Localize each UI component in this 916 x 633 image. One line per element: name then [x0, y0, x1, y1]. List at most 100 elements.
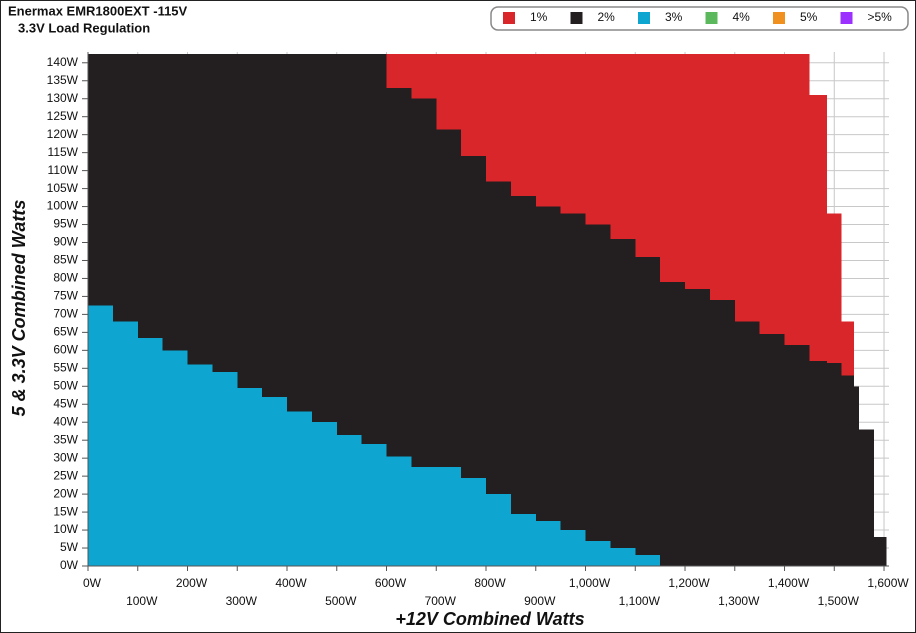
area-step — [510, 53, 536, 196]
legend-swatch — [503, 12, 515, 24]
area-step — [461, 53, 487, 157]
area-step — [841, 375, 855, 566]
area-step — [560, 213, 586, 531]
y-tick-label: 95W — [53, 217, 78, 231]
area-step — [635, 555, 661, 566]
legend-swatch — [773, 12, 785, 24]
area-step — [237, 53, 263, 389]
legend-label: 2% — [598, 10, 616, 24]
area-step — [585, 53, 611, 225]
y-tick-label: 110W — [48, 163, 79, 177]
area-step — [436, 53, 462, 130]
area-step — [212, 371, 238, 566]
area-step — [486, 53, 511, 182]
legend-box — [490, 6, 909, 31]
area-step — [262, 53, 288, 398]
y-tick-label: 135W — [47, 73, 79, 87]
area-step — [486, 494, 511, 566]
area-step — [854, 386, 860, 566]
area-step — [734, 321, 760, 566]
y-tick-label: 65W — [53, 325, 78, 339]
y-tick-label: 0W — [60, 558, 79, 572]
y-tick-label: 140W — [47, 55, 79, 69]
area-step — [436, 467, 462, 566]
chart-title: Enermax EMR1800EXT -115V — [8, 3, 188, 18]
y-axis-title: 5 & 3.3V Combined Watts — [9, 200, 29, 417]
area-step — [386, 456, 412, 566]
legend-label: >5% — [868, 10, 893, 24]
area-step — [461, 156, 487, 478]
area-step — [237, 388, 263, 566]
y-tick-label: 55W — [53, 360, 78, 374]
x-tick-label: 1,200W — [668, 576, 710, 590]
area-step — [311, 422, 337, 566]
area-step — [759, 53, 785, 335]
area-step — [112, 321, 138, 566]
x-axis-title: +12V Combined Watts — [395, 609, 584, 629]
x-tick-label: 1,400W — [768, 576, 810, 590]
area-step — [826, 213, 842, 363]
y-tick-label: 100W — [47, 199, 79, 213]
area-step — [874, 537, 887, 566]
area-step — [287, 53, 312, 412]
area-step — [585, 224, 611, 541]
y-tick-label: 75W — [53, 289, 78, 303]
area-step — [685, 53, 710, 290]
area-step — [660, 53, 686, 283]
area-step — [809, 95, 827, 362]
area-step — [411, 98, 437, 468]
area-step — [112, 53, 138, 322]
area-step — [660, 282, 686, 566]
y-tick-label: 120W — [47, 127, 79, 141]
area-step — [560, 530, 586, 566]
y-tick-label: 70W — [53, 307, 78, 321]
legend-label: 5% — [800, 10, 818, 24]
area-step — [336, 434, 362, 566]
area-step — [386, 87, 412, 457]
area-step — [510, 513, 536, 566]
x-tick-label: 0W — [83, 576, 102, 590]
area-step — [436, 129, 462, 468]
y-tick-label: 10W — [53, 522, 78, 536]
y-tick-label: 125W — [47, 109, 79, 123]
y-tick-label: 90W — [53, 235, 78, 249]
y-tick-label: 50W — [53, 378, 78, 392]
x-tick-label: 1,500W — [818, 594, 860, 608]
area-step — [610, 53, 636, 239]
area-step — [361, 53, 387, 444]
x-tick-label: 300W — [226, 594, 258, 608]
area-step — [535, 521, 561, 566]
y-tick-label: 25W — [53, 468, 78, 482]
area-step — [336, 53, 362, 435]
y-tick-label: 80W — [53, 271, 78, 285]
y-tick-label: 35W — [53, 432, 78, 446]
area-step — [734, 53, 760, 322]
x-tick-label: 700W — [425, 594, 457, 608]
area-step — [709, 53, 735, 301]
area-step — [262, 397, 288, 566]
legend-swatch — [638, 12, 650, 24]
x-tick-label: 500W — [325, 594, 357, 608]
area-step — [411, 467, 437, 566]
y-tick-label: 30W — [53, 450, 78, 464]
area-step — [137, 337, 163, 566]
area-step — [162, 53, 188, 351]
area-step — [635, 256, 661, 556]
area-step — [826, 362, 842, 566]
y-tick-label: 130W — [47, 91, 79, 105]
y-tick-label: 20W — [53, 486, 78, 500]
legend-label: 1% — [530, 10, 548, 24]
x-tick-label: 1,000W — [569, 576, 611, 590]
area-step — [212, 53, 238, 372]
x-tick-label: 900W — [524, 594, 556, 608]
area-step — [88, 53, 113, 306]
x-tick-label: 1,100W — [619, 594, 661, 608]
area-step — [187, 53, 213, 365]
area-step — [535, 206, 561, 522]
legend-swatch — [705, 12, 718, 24]
area-step — [486, 181, 511, 495]
area-step — [585, 540, 611, 566]
area-step — [685, 289, 710, 566]
x-tick-label: 800W — [474, 576, 506, 590]
